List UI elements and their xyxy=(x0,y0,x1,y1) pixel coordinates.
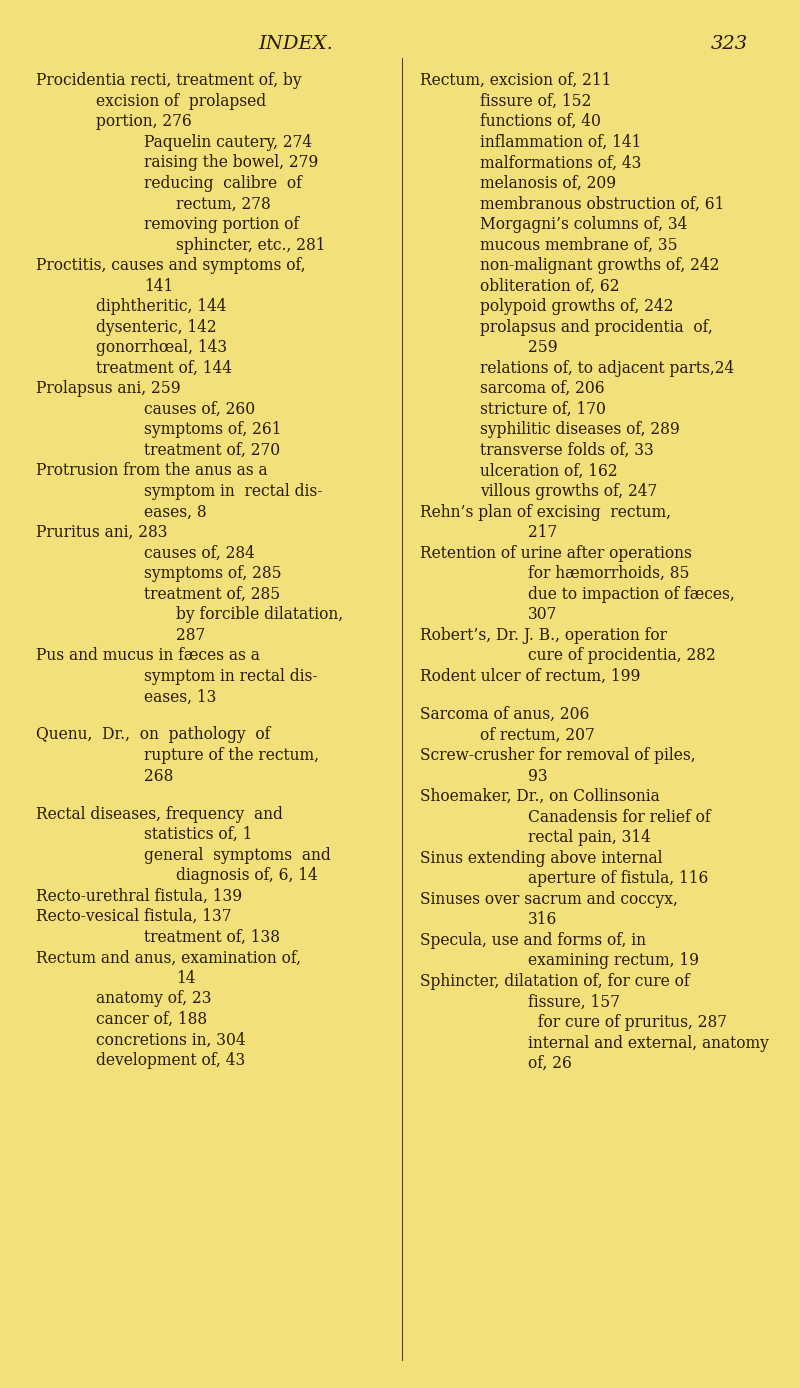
Text: 259: 259 xyxy=(528,339,558,357)
Text: Morgagni’s columns of, 34: Morgagni’s columns of, 34 xyxy=(480,217,687,233)
Text: malformations of, 43: malformations of, 43 xyxy=(480,154,642,171)
Text: treatment of, 144: treatment of, 144 xyxy=(96,359,232,376)
Text: treatment of, 270: treatment of, 270 xyxy=(144,441,280,459)
Text: development of, 43: development of, 43 xyxy=(96,1052,246,1069)
Text: Rodent ulcer of rectum, 199: Rodent ulcer of rectum, 199 xyxy=(420,668,640,684)
Text: Retention of urine after operations: Retention of urine after operations xyxy=(420,544,692,562)
Text: membranous obstruction of, 61: membranous obstruction of, 61 xyxy=(480,196,724,212)
Text: Sinuses over sacrum and coccyx,: Sinuses over sacrum and coccyx, xyxy=(420,891,678,908)
Text: 14: 14 xyxy=(176,970,195,987)
Text: Recto-vesical fistula, 137: Recto-vesical fistula, 137 xyxy=(36,908,231,926)
Text: anatomy of, 23: anatomy of, 23 xyxy=(96,991,211,1008)
Text: syphilitic diseases of, 289: syphilitic diseases of, 289 xyxy=(480,422,680,439)
Text: 268: 268 xyxy=(144,768,174,784)
Text: Rectum, excision of, 211: Rectum, excision of, 211 xyxy=(420,72,611,89)
Text: stricture of, 170: stricture of, 170 xyxy=(480,401,606,418)
Text: Paquelin cautery, 274: Paquelin cautery, 274 xyxy=(144,133,312,151)
Text: Pruritus ani, 283: Pruritus ani, 283 xyxy=(36,525,167,541)
Text: cancer of, 188: cancer of, 188 xyxy=(96,1010,207,1029)
Text: due to impaction of fæces,: due to impaction of fæces, xyxy=(528,586,734,602)
Text: Rectum and anus, examination of,: Rectum and anus, examination of, xyxy=(36,949,301,966)
Text: fissure of, 152: fissure of, 152 xyxy=(480,93,591,110)
Text: melanosis of, 209: melanosis of, 209 xyxy=(480,175,616,192)
Text: relations of, to adjacent parts,24: relations of, to adjacent parts,24 xyxy=(480,359,734,376)
Text: Canadensis for relief of: Canadensis for relief of xyxy=(528,809,710,826)
Text: by forcible dilatation,: by forcible dilatation, xyxy=(176,607,343,623)
Text: for hæmorrhoids, 85: for hæmorrhoids, 85 xyxy=(528,565,690,582)
Text: symptoms of, 285: symptoms of, 285 xyxy=(144,565,282,582)
Text: diagnosis of, 6, 14: diagnosis of, 6, 14 xyxy=(176,868,318,884)
Text: causes of, 260: causes of, 260 xyxy=(144,401,255,418)
Text: examining rectum, 19: examining rectum, 19 xyxy=(528,952,699,969)
Text: inflammation of, 141: inflammation of, 141 xyxy=(480,133,642,151)
Text: 287: 287 xyxy=(176,627,206,644)
Text: Recto-urethral fistula, 139: Recto-urethral fistula, 139 xyxy=(36,888,242,905)
Text: Proctitis, causes and symptoms of,: Proctitis, causes and symptoms of, xyxy=(36,257,306,273)
Text: transverse folds of, 33: transverse folds of, 33 xyxy=(480,441,654,459)
Text: reducing  calibre  of: reducing calibre of xyxy=(144,175,302,192)
Text: polypoid growths of, 242: polypoid growths of, 242 xyxy=(480,298,674,315)
Text: Rectal diseases, frequency  and: Rectal diseases, frequency and xyxy=(36,805,283,823)
Text: 316: 316 xyxy=(528,912,558,929)
Text: Sphincter, dilatation of, for cure of: Sphincter, dilatation of, for cure of xyxy=(420,973,690,990)
Text: functions of, 40: functions of, 40 xyxy=(480,114,601,130)
Text: statistics of, 1: statistics of, 1 xyxy=(144,826,252,843)
Text: eases, 8: eases, 8 xyxy=(144,504,206,520)
Text: causes of, 284: causes of, 284 xyxy=(144,544,255,562)
Text: cure of procidentia, 282: cure of procidentia, 282 xyxy=(528,647,716,665)
Text: mucous membrane of, 35: mucous membrane of, 35 xyxy=(480,236,678,254)
Text: Shoemaker, Dr., on Collinsonia: Shoemaker, Dr., on Collinsonia xyxy=(420,788,660,805)
Text: rectal pain, 314: rectal pain, 314 xyxy=(528,829,651,847)
Text: removing portion of: removing portion of xyxy=(144,217,299,233)
Text: portion, 276: portion, 276 xyxy=(96,114,192,130)
Text: Prolapsus ani, 259: Prolapsus ani, 259 xyxy=(36,380,181,397)
Text: 323: 323 xyxy=(711,35,748,53)
Text: villous growths of, 247: villous growths of, 247 xyxy=(480,483,658,500)
Text: prolapsus and procidentia  of,: prolapsus and procidentia of, xyxy=(480,319,713,336)
Text: sarcoma of, 206: sarcoma of, 206 xyxy=(480,380,605,397)
Text: Protrusion from the anus as a: Protrusion from the anus as a xyxy=(36,462,268,479)
Text: 93: 93 xyxy=(528,768,548,784)
Text: raising the bowel, 279: raising the bowel, 279 xyxy=(144,154,318,171)
Text: internal and external, anatomy: internal and external, anatomy xyxy=(528,1034,769,1052)
Text: Sarcoma of anus, 206: Sarcoma of anus, 206 xyxy=(420,706,590,723)
Text: aperture of fistula, 116: aperture of fistula, 116 xyxy=(528,870,708,887)
Text: Robert’s, Dr. J. B., operation for: Robert’s, Dr. J. B., operation for xyxy=(420,627,667,644)
Text: eases, 13: eases, 13 xyxy=(144,688,216,705)
Text: symptom in  rectal dis-: symptom in rectal dis- xyxy=(144,483,322,500)
Text: of rectum, 207: of rectum, 207 xyxy=(480,726,594,744)
Text: treatment of, 285: treatment of, 285 xyxy=(144,586,280,602)
Text: fissure, 157: fissure, 157 xyxy=(528,994,620,1010)
Text: diphtheritic, 144: diphtheritic, 144 xyxy=(96,298,226,315)
Text: Quenu,  Dr.,  on  pathology  of: Quenu, Dr., on pathology of xyxy=(36,726,270,744)
Text: symptom in rectal dis-: symptom in rectal dis- xyxy=(144,668,318,684)
Text: treatment of, 138: treatment of, 138 xyxy=(144,929,280,945)
Text: rectum, 278: rectum, 278 xyxy=(176,196,270,212)
Text: excision of  prolapsed: excision of prolapsed xyxy=(96,93,266,110)
Text: rupture of the rectum,: rupture of the rectum, xyxy=(144,747,319,763)
Text: Screw-crusher for removal of piles,: Screw-crusher for removal of piles, xyxy=(420,747,696,763)
Text: sphincter, etc., 281: sphincter, etc., 281 xyxy=(176,236,326,254)
Text: obliteration of, 62: obliteration of, 62 xyxy=(480,278,619,294)
Text: 307: 307 xyxy=(528,607,558,623)
Text: Rehn’s plan of excising  rectum,: Rehn’s plan of excising rectum, xyxy=(420,504,671,520)
Text: general  symptoms  and: general symptoms and xyxy=(144,847,330,863)
Text: for cure of pruritus, 287: for cure of pruritus, 287 xyxy=(528,1015,727,1031)
Text: gonorrhœal, 143: gonorrhœal, 143 xyxy=(96,339,227,357)
Text: non-malignant growths of, 242: non-malignant growths of, 242 xyxy=(480,257,719,273)
Text: Sinus extending above internal: Sinus extending above internal xyxy=(420,849,662,866)
Text: Pus and mucus in fæces as a: Pus and mucus in fæces as a xyxy=(36,647,260,665)
Text: Specula, use and forms of, in: Specula, use and forms of, in xyxy=(420,931,646,949)
Text: dysenteric, 142: dysenteric, 142 xyxy=(96,319,217,336)
Text: concretions in, 304: concretions in, 304 xyxy=(96,1031,246,1048)
Text: 141: 141 xyxy=(144,278,174,294)
Text: symptoms of, 261: symptoms of, 261 xyxy=(144,422,282,439)
Text: Procidentia recti, treatment of, by: Procidentia recti, treatment of, by xyxy=(36,72,302,89)
Text: 217: 217 xyxy=(528,525,558,541)
Text: of, 26: of, 26 xyxy=(528,1055,572,1072)
Text: INDEX.: INDEX. xyxy=(258,35,334,53)
Text: ulceration of, 162: ulceration of, 162 xyxy=(480,462,618,479)
